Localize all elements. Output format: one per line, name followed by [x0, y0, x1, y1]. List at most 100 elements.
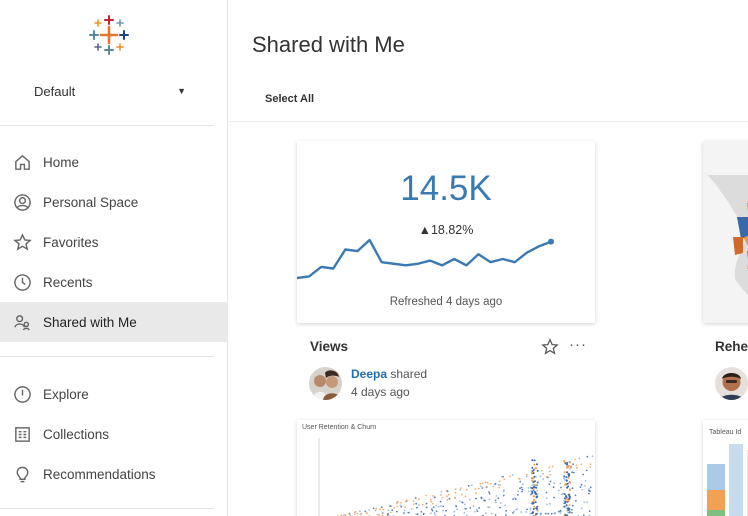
scatter-point	[454, 488, 457, 490]
scatter-point	[560, 486, 562, 489]
scatter-point	[502, 494, 505, 497]
scatter-point	[536, 469, 539, 472]
scatter-point	[354, 511, 357, 513]
scatter-point	[588, 510, 591, 513]
caret-down-icon: ▼	[177, 86, 186, 96]
scatter-point	[499, 502, 502, 504]
sparkline	[297, 238, 552, 280]
scatter-point	[445, 509, 447, 512]
scatter-point	[567, 512, 570, 514]
scatter-point	[584, 480, 587, 482]
scatter-point	[575, 464, 578, 467]
avatar[interactable]	[309, 367, 342, 400]
scatter-point	[497, 483, 500, 486]
favorite-star-button[interactable]	[541, 338, 559, 356]
scatter-point	[532, 469, 535, 471]
scatter-point	[532, 502, 535, 505]
scatter-point	[571, 511, 573, 514]
scatter-point	[396, 505, 399, 507]
scatter-point	[518, 477, 521, 480]
star-icon	[541, 338, 559, 355]
scatter-point	[400, 501, 402, 504]
scatter-point	[567, 473, 570, 476]
thumbnail-card-map[interactable]	[703, 141, 748, 323]
select-all-button[interactable]: Select All	[265, 93, 315, 105]
scatter-point	[375, 507, 378, 510]
scatter-point	[574, 458, 576, 461]
scatter-point	[563, 493, 566, 496]
scatter-point	[491, 512, 493, 515]
site-selector[interactable]: Default ▼	[34, 80, 186, 102]
tableau-logo[interactable]	[88, 14, 130, 56]
scatter-point	[568, 493, 571, 496]
scatter-point	[404, 506, 406, 509]
avatar-photo	[309, 367, 342, 400]
sidebar-item-favorites[interactable]: Favorites	[0, 222, 228, 262]
sidebar-item-recommendations[interactable]: Recommendations	[0, 454, 228, 494]
scatter-point	[481, 482, 484, 485]
scatter-point	[565, 504, 568, 507]
card-title[interactable]: Rehe	[715, 339, 748, 354]
sidebar-item-collections[interactable]: Collections	[0, 414, 228, 454]
scatter-point	[512, 512, 514, 514]
thumbnail-card-bars[interactable]: Tableau Id	[703, 420, 748, 516]
scatter-point	[515, 498, 517, 501]
scatter-point	[400, 505, 403, 508]
scatter-point	[566, 471, 569, 474]
scatter-point	[520, 486, 523, 489]
scatter-point	[545, 491, 548, 494]
thumbnail-card-user-retention[interactable]: User Retention & Churn	[297, 420, 595, 516]
scatter-point	[580, 463, 583, 466]
more-actions-button[interactable]: ···	[569, 336, 587, 353]
thumbnail-card-views[interactable]: 14.5K ▲18.82% Refreshed 4 days ago	[297, 141, 595, 323]
scatter-point	[536, 509, 539, 512]
kpi-delta: ▲18.82%	[418, 223, 474, 237]
scatter-point	[422, 512, 425, 515]
divider	[229, 121, 748, 122]
scatter-point	[534, 491, 537, 494]
scatter-point	[581, 488, 584, 491]
scatter-point	[418, 504, 420, 506]
scatter-point	[568, 508, 571, 511]
scatter-point	[531, 471, 533, 474]
owner-link[interactable]: Deepa	[351, 367, 388, 381]
scatter-point	[572, 463, 574, 466]
sidebar-item-home[interactable]: Home	[0, 142, 228, 182]
scatter-point	[389, 505, 391, 507]
scatter-point	[540, 469, 543, 472]
avatar[interactable]	[715, 367, 748, 400]
scatter-point	[531, 466, 534, 469]
scatter-point	[405, 500, 408, 503]
scatter-point	[563, 471, 566, 474]
scatter-point	[549, 473, 552, 476]
scatter-point	[531, 511, 534, 514]
sidebar-item-recents[interactable]: Recents	[0, 262, 228, 302]
scatter-point	[574, 494, 577, 497]
scatter-point	[566, 466, 569, 469]
scatter-point	[586, 455, 589, 458]
scatter-point	[589, 463, 592, 465]
scatter-point	[534, 467, 537, 470]
scatter-point	[416, 506, 418, 509]
scatter-point	[453, 510, 456, 513]
scatter-point	[412, 500, 415, 503]
kpi-value: 14.5K	[400, 169, 492, 208]
scatter-point	[532, 508, 535, 510]
scatter-point	[519, 480, 522, 483]
scatter-point	[567, 464, 570, 467]
card-title[interactable]: Views	[310, 339, 349, 354]
sidebar-item-personal-space[interactable]: Personal Space	[0, 182, 228, 222]
scatter-point	[488, 506, 491, 508]
scatter-point	[563, 505, 566, 508]
scatter-point	[387, 514, 389, 516]
scatter-point	[531, 476, 534, 479]
scatter-point	[422, 503, 424, 506]
thumbnail-title: Tableau Id	[709, 429, 742, 436]
scatter-point	[382, 508, 385, 511]
scatter-point	[393, 506, 396, 509]
sidebar-item-explore[interactable]: Explore	[0, 374, 228, 414]
shared-time: 4 days ago	[351, 385, 410, 399]
scatter-point	[536, 484, 538, 487]
scatter-point	[353, 513, 356, 515]
sidebar-item-shared-with-me[interactable]: Shared with Me	[0, 302, 228, 342]
